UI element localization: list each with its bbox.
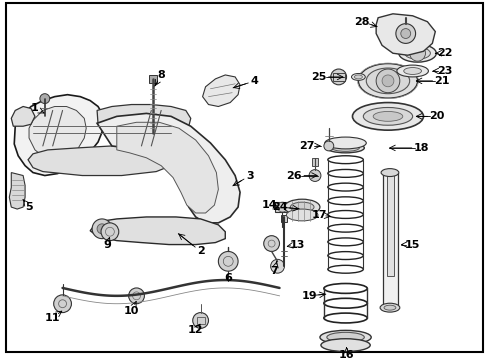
Text: 14: 14 xyxy=(261,200,277,210)
Polygon shape xyxy=(14,95,104,176)
Text: 25: 25 xyxy=(311,72,326,82)
Text: 26: 26 xyxy=(286,171,302,180)
Polygon shape xyxy=(281,215,287,222)
Circle shape xyxy=(40,94,50,104)
Ellipse shape xyxy=(354,75,362,79)
Ellipse shape xyxy=(358,64,417,98)
Polygon shape xyxy=(90,217,225,244)
Polygon shape xyxy=(97,104,190,132)
Text: 17: 17 xyxy=(310,210,326,220)
Text: 7: 7 xyxy=(270,266,278,276)
Ellipse shape xyxy=(380,168,398,176)
Text: 5: 5 xyxy=(25,202,33,212)
Circle shape xyxy=(375,69,399,93)
Polygon shape xyxy=(274,202,291,212)
Circle shape xyxy=(54,295,71,312)
Text: 18: 18 xyxy=(413,143,428,153)
Ellipse shape xyxy=(383,305,395,310)
Ellipse shape xyxy=(363,108,412,125)
Circle shape xyxy=(101,223,119,240)
Polygon shape xyxy=(375,14,434,55)
Text: 11: 11 xyxy=(45,312,61,323)
Text: 28: 28 xyxy=(354,17,369,27)
Polygon shape xyxy=(9,172,25,209)
Polygon shape xyxy=(386,172,393,276)
Ellipse shape xyxy=(396,65,427,77)
Text: 3: 3 xyxy=(245,171,253,180)
Ellipse shape xyxy=(379,303,399,312)
Text: 10: 10 xyxy=(123,306,139,316)
Circle shape xyxy=(409,45,425,61)
Text: 22: 22 xyxy=(437,48,452,58)
Circle shape xyxy=(92,219,112,239)
Circle shape xyxy=(263,236,279,251)
Ellipse shape xyxy=(320,339,369,352)
Ellipse shape xyxy=(286,209,317,221)
Text: 24: 24 xyxy=(271,202,287,212)
Circle shape xyxy=(128,288,144,304)
Polygon shape xyxy=(202,75,240,107)
Ellipse shape xyxy=(372,112,402,121)
Circle shape xyxy=(308,170,320,181)
Polygon shape xyxy=(117,122,218,213)
Text: 9: 9 xyxy=(103,239,111,249)
Polygon shape xyxy=(382,172,397,306)
Text: 21: 21 xyxy=(433,76,449,86)
Circle shape xyxy=(381,75,393,87)
Circle shape xyxy=(323,141,333,151)
Polygon shape xyxy=(149,75,157,83)
Text: 20: 20 xyxy=(429,111,444,121)
Ellipse shape xyxy=(319,330,370,344)
Text: 16: 16 xyxy=(338,350,354,360)
Circle shape xyxy=(97,224,107,234)
Ellipse shape xyxy=(331,144,359,151)
Ellipse shape xyxy=(403,68,421,75)
Text: 13: 13 xyxy=(289,239,305,249)
Polygon shape xyxy=(29,107,86,160)
Polygon shape xyxy=(311,158,317,166)
Text: 15: 15 xyxy=(404,239,420,249)
Text: 6: 6 xyxy=(224,273,232,283)
Text: 19: 19 xyxy=(301,291,316,301)
Circle shape xyxy=(270,259,284,273)
Text: 2: 2 xyxy=(196,247,204,256)
Circle shape xyxy=(192,312,208,328)
Ellipse shape xyxy=(398,44,435,62)
Ellipse shape xyxy=(351,73,365,80)
Circle shape xyxy=(400,28,410,39)
Text: 8: 8 xyxy=(157,70,165,80)
Circle shape xyxy=(330,69,346,85)
Ellipse shape xyxy=(404,47,429,59)
Text: 12: 12 xyxy=(187,325,203,336)
Ellipse shape xyxy=(326,143,364,153)
Text: 1: 1 xyxy=(31,103,39,113)
Ellipse shape xyxy=(352,103,423,130)
Text: 4: 4 xyxy=(250,76,258,86)
Text: 23: 23 xyxy=(437,66,452,76)
Polygon shape xyxy=(28,146,173,176)
Ellipse shape xyxy=(326,332,364,342)
Ellipse shape xyxy=(324,137,366,149)
Circle shape xyxy=(395,24,415,44)
Ellipse shape xyxy=(366,68,409,94)
Circle shape xyxy=(218,251,238,271)
Ellipse shape xyxy=(284,199,319,215)
Polygon shape xyxy=(11,107,35,126)
Text: 27: 27 xyxy=(299,141,314,151)
Ellipse shape xyxy=(290,202,313,212)
Polygon shape xyxy=(97,113,240,223)
